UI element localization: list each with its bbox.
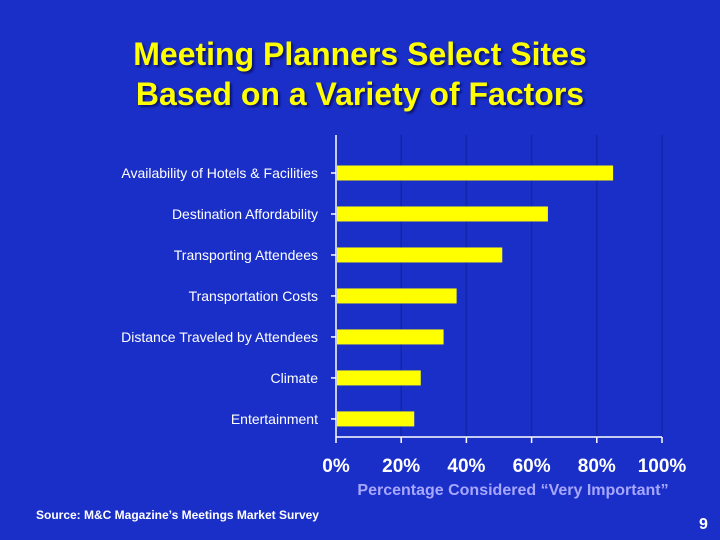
x-tick-label: 80% <box>578 456 616 477</box>
x-tick-label: 100% <box>638 456 687 477</box>
x-tick-label: 60% <box>513 456 551 477</box>
category-label: Climate <box>271 370 319 386</box>
bar <box>337 329 444 345</box>
bar <box>337 206 548 222</box>
chart-bars <box>337 165 614 427</box>
x-tick-label: 40% <box>447 456 485 477</box>
bar <box>337 165 614 181</box>
bar <box>337 247 503 263</box>
bar <box>337 370 421 386</box>
slide-title-line-1: Meeting Planners Select Sites <box>133 36 587 72</box>
chart-axes <box>331 135 663 443</box>
slide-title-line-2: Based on a Variety of Factors <box>135 76 585 112</box>
page-number: 9 <box>699 516 708 533</box>
bar <box>337 288 457 304</box>
category-label: Destination Affordability <box>172 206 318 222</box>
x-axis-title: Percentage Considered “Very Important” <box>357 482 668 499</box>
category-label: Entertainment <box>231 411 318 427</box>
slide-title: Meeting Planners Select Sites Based on a… <box>0 34 720 114</box>
category-label: Distance Traveled by Attendees <box>121 329 318 345</box>
category-label: Transporting Attendees <box>174 247 318 263</box>
chart-labels: 0% 20% 40% 60% 80% 100% Availability of Hotels… <box>121 165 686 499</box>
source-note: Source: M&C Magazine’s Meetings Market S… <box>36 508 319 522</box>
category-label: Transportation Costs <box>189 288 318 304</box>
chart-gridlines <box>400 135 663 437</box>
bar <box>337 411 415 427</box>
x-tick-label: 20% <box>382 456 420 477</box>
x-tick-label: 0% <box>322 456 350 477</box>
category-label: Availability of Hotels & Facilities <box>121 165 318 181</box>
